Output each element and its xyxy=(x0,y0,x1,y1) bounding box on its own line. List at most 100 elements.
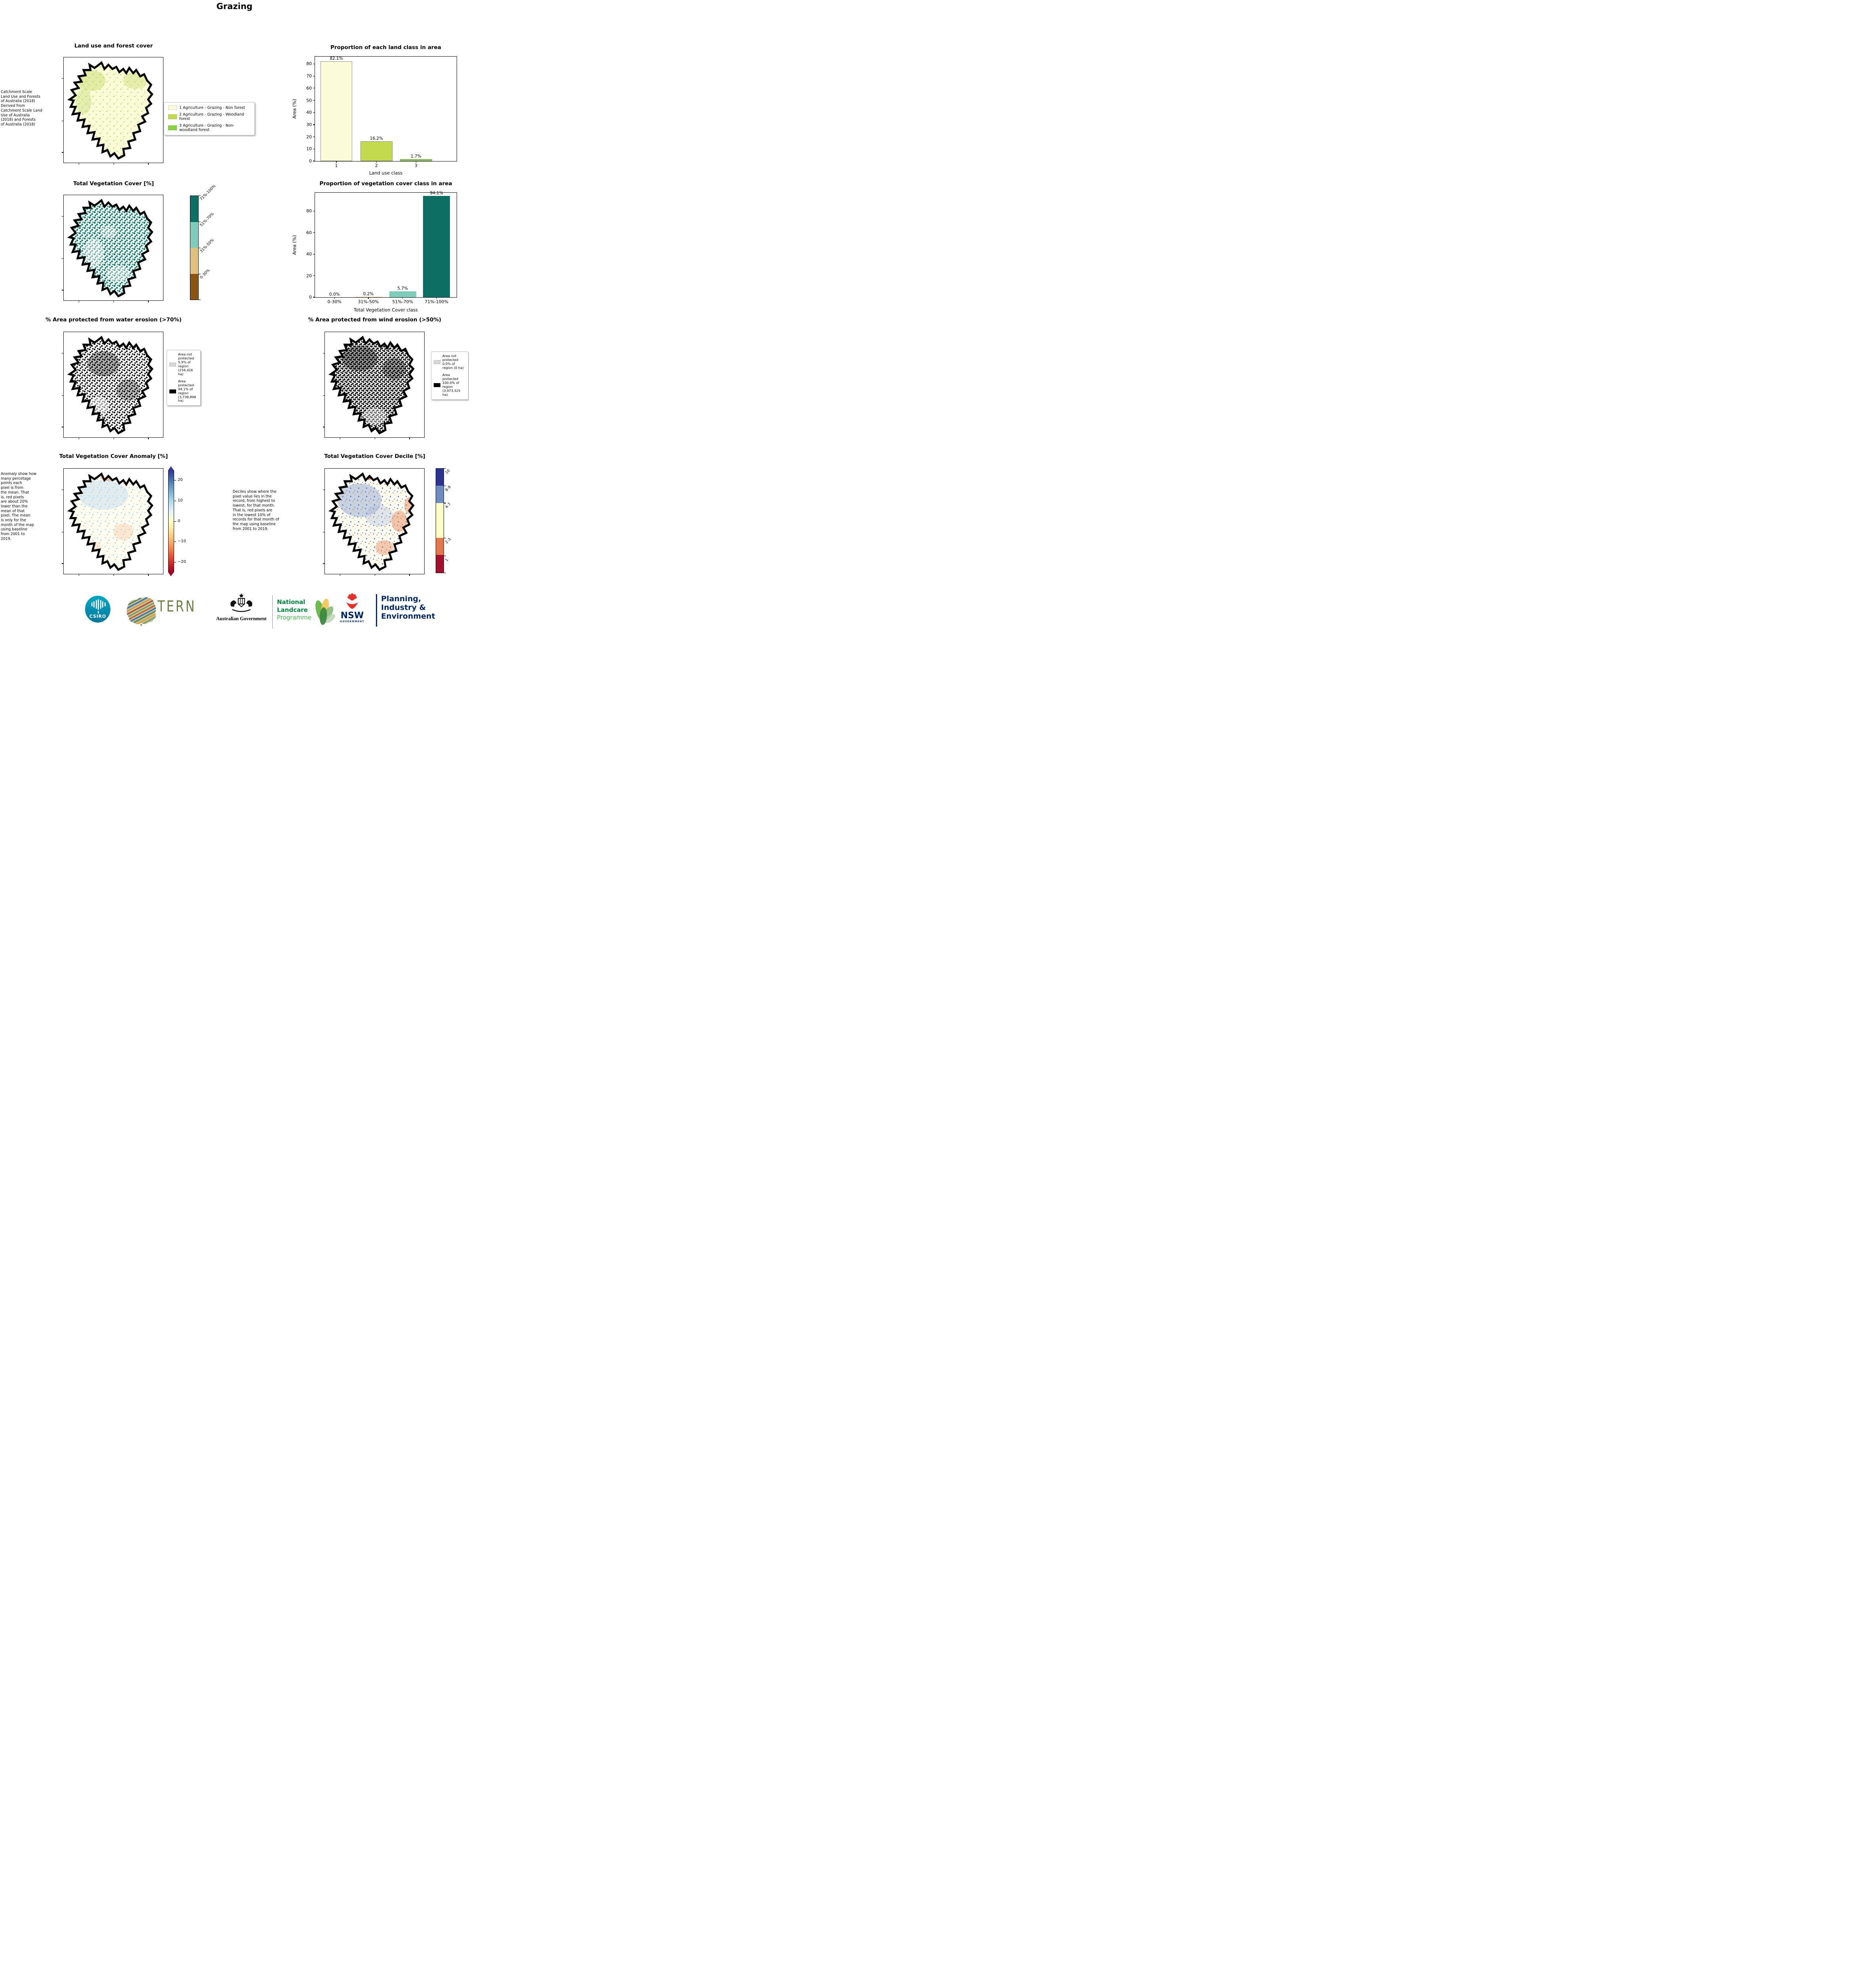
colorbar-label: 51%-70% xyxy=(199,211,215,228)
map-axis-tick xyxy=(62,563,63,564)
y-tick-label: 50 xyxy=(306,98,312,103)
bar xyxy=(360,141,393,161)
colorbar-segment xyxy=(436,503,444,538)
anomaly-map xyxy=(62,468,163,576)
colorbar-bar xyxy=(436,468,444,573)
water-erosion-legend: Area not protected 5.9% of region (234,4… xyxy=(167,350,201,406)
colorbar-label: 8-9 xyxy=(444,485,452,492)
page-title: Grazing xyxy=(216,2,253,11)
legend-label: Area protected 94.1% of region (3,738,89… xyxy=(178,379,196,403)
y-tick-label: 10 xyxy=(306,146,312,152)
csiro-wordmark: CSIRO xyxy=(89,613,106,619)
y-tick-label: 80 xyxy=(306,61,312,66)
colorbar-bar xyxy=(168,470,174,572)
x-tick xyxy=(436,297,437,299)
map-axis-tick xyxy=(62,258,63,259)
x-tick-label: 1 xyxy=(335,163,338,168)
y-tick-label: 30 xyxy=(306,122,312,127)
y-tick-label: 40 xyxy=(306,251,312,257)
landcare-line: Programme xyxy=(277,614,312,621)
decile-colorbar: 10 8-9 4-7 2-3 1 xyxy=(436,468,469,573)
chart-title: Proportion of vegetation cover class in … xyxy=(319,180,452,187)
colorbar-tick-label: −20 xyxy=(178,560,186,564)
y-tick-label: 40 xyxy=(306,110,312,115)
legend-swatch xyxy=(169,389,176,393)
y-tick-label: 70 xyxy=(306,73,312,79)
colorbar-segment xyxy=(190,222,198,248)
y-tick xyxy=(313,232,315,233)
map-axis-tick xyxy=(62,78,63,79)
x-tick-label: 51%-70% xyxy=(392,299,414,304)
colorbar-arrow-down xyxy=(168,572,174,576)
colorbar-tick-label: 0 xyxy=(178,519,180,523)
y-tick-label: 0 xyxy=(309,294,312,300)
dept-line: Industry & xyxy=(381,603,426,612)
anomaly-note: Anomaly show how many percetage points e… xyxy=(1,472,36,541)
colorbar-segment xyxy=(436,537,444,555)
colorbar-bar xyxy=(190,196,199,300)
landclass-bar-chart: Proportion of each land class in area Ar… xyxy=(292,41,469,184)
x-tick xyxy=(334,297,335,299)
bar xyxy=(389,291,416,297)
commonwealth-crest-icon xyxy=(230,593,252,612)
landuse-map-title: Land use and forest cover xyxy=(74,43,153,49)
vegclass-bar-chart: Proportion of vegetation cover class in … xyxy=(292,177,469,321)
landcare-logo: National Landcare Programme xyxy=(277,598,336,632)
legend-label: 3 Agriculture - Grazing - Non-woodland f… xyxy=(179,123,235,132)
colorbar-segment xyxy=(436,555,444,573)
landcare-leaf-icon xyxy=(315,598,336,625)
legend-swatch xyxy=(168,105,177,110)
landuse-legend: 1 Agriculture - Grazing - Non forest 2 A… xyxy=(164,102,255,135)
x-axis-label: Land use class xyxy=(369,170,403,176)
colorbar-label: 1 xyxy=(444,557,450,562)
legend-label: 2 Agriculture - Grazing - Woodland fores… xyxy=(179,112,245,121)
tern-australia-icon xyxy=(127,597,156,626)
wind-erosion-map xyxy=(323,332,425,439)
nsw-government-logo: NSW GOVERNMENT xyxy=(337,592,367,627)
y-tick xyxy=(313,124,315,125)
legend-label: Area protected 100.0% of region (3,973,3… xyxy=(442,372,461,397)
legend-swatch xyxy=(434,383,440,387)
vegcover-map-title: Total Vegetation Cover [%] xyxy=(73,180,154,187)
vegcover-map xyxy=(62,195,163,302)
anomaly-colorbar: 20 10 0 −10 −20 xyxy=(168,466,200,577)
y-tick-label: 0 xyxy=(309,158,312,164)
map-axis-tick xyxy=(323,395,324,396)
y-tick-label: 60 xyxy=(306,85,312,91)
legend-item: 2 Agriculture - Grazing - Woodland fores… xyxy=(168,112,250,121)
colorbar-arrow-up xyxy=(168,466,174,470)
x-axis-label: Total Vegetation Cover class xyxy=(353,307,418,313)
bar-value-label: 1.7% xyxy=(410,154,421,159)
australian-government-logo: Australian Government xyxy=(214,593,269,625)
wind-erosion-legend: Area not protected 0.0% of region (0 ha)… xyxy=(431,351,469,400)
legend-swatch xyxy=(168,125,177,130)
colorbar-tick-label: 10 xyxy=(178,498,183,503)
x-tick-label: 71%-100% xyxy=(425,299,449,304)
x-tick-label: 0-30% xyxy=(327,299,342,304)
tern-logo: TERN xyxy=(123,595,202,627)
x-tick-label: 2 xyxy=(375,163,378,168)
plot-area: 0 10 20 30 40 50 60 70 80 82.1% 1 16.2% 2 1.7% 3 xyxy=(306,56,457,168)
legend-swatch xyxy=(169,362,176,367)
legend-swatch xyxy=(168,114,177,119)
bar-value-label: 82.1% xyxy=(330,56,343,61)
bar-value-label: 0.0% xyxy=(329,292,340,297)
colorbar-segment xyxy=(190,248,198,274)
map-axis-tick xyxy=(62,395,63,396)
colorbar-label: 0-30% xyxy=(199,268,211,280)
x-tick xyxy=(376,161,377,163)
y-tick-label: 20 xyxy=(306,273,312,279)
y-tick-label: 20 xyxy=(306,134,312,140)
y-tick xyxy=(313,112,315,113)
x-tick-label: 31%-50% xyxy=(358,299,379,304)
wind-erosion-map-title: % Area protected from wind erosion (>50%… xyxy=(308,317,442,323)
planning-industry-environment-logo: Planning, Industry & Environment xyxy=(381,594,435,621)
bar-value-label: 5.7% xyxy=(397,286,408,291)
x-tick xyxy=(402,297,403,299)
decile-note: Deciles show where the pixel value lies … xyxy=(233,490,279,531)
bar-value-label: 16.2% xyxy=(370,136,383,141)
colorbar-label: 10 xyxy=(444,468,451,475)
legend-label: 1 Agriculture - Grazing - Non forest xyxy=(179,105,245,110)
colorbar-label: 71%-100% xyxy=(199,184,217,201)
y-tick xyxy=(313,275,315,276)
